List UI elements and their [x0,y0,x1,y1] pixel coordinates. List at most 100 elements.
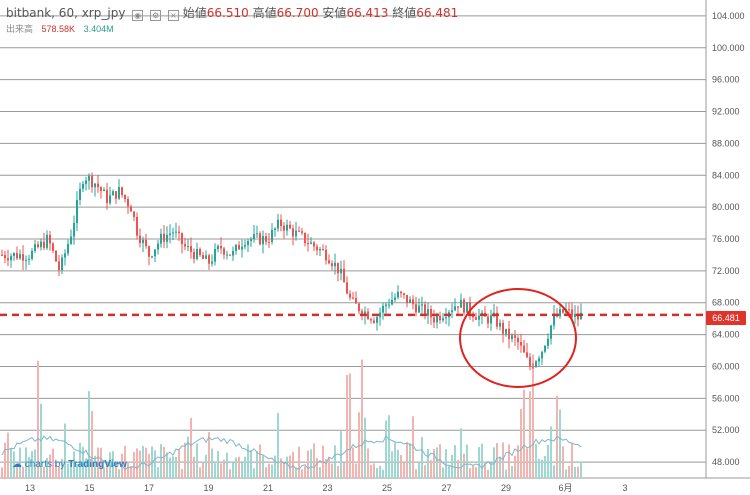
candle-body [34,244,36,251]
candle-body [175,231,177,233]
candle-body [274,228,276,230]
volume-bar [262,455,264,478]
volume-bar [382,469,384,478]
volume-bar [346,374,348,478]
candle-body [478,315,480,320]
volume-bar [34,449,36,478]
volume-bar [520,408,522,478]
candle-body [265,236,267,242]
candle-body [328,260,330,264]
volume-bar [163,446,165,478]
volume-bar [538,458,540,478]
candle-body [499,322,501,327]
candle-body [250,239,252,241]
candle-body [271,229,273,243]
volume-bar [217,451,219,478]
candle-body [130,206,132,212]
candle-body [205,255,207,259]
high-value: 66.700 [276,6,319,20]
volume-bar [421,437,423,478]
candle-body [127,199,129,207]
volume-bar [355,463,357,478]
volume-bar [577,466,579,478]
volume-bar [229,469,231,478]
volume-bar [244,456,246,478]
volume-bar [253,468,255,478]
volume-bar [571,442,573,478]
volume-bar [439,444,441,478]
candle-body [277,219,279,229]
time-tick-label: 27 [441,483,451,493]
volume-bar [352,447,354,478]
price-tick-label: 88.000 [712,138,740,148]
candle-body [199,248,201,255]
volume-bar [544,455,546,478]
candle-body [196,248,198,259]
high-label: 高値 [252,6,277,20]
eye-icon[interactable]: ◉ [132,10,144,21]
volume-bar [325,459,327,478]
volume-bar [475,467,477,478]
volume-bar [367,448,369,478]
volume-bar [214,463,216,478]
volume-bar [67,463,69,478]
tradingview-branding[interactable]: ☁ charts by TradingView [12,459,127,470]
volume-bar [31,451,33,478]
candle-body [73,222,75,237]
volume-bar [25,447,27,478]
candle-body [574,313,576,317]
volume-bar [559,409,561,478]
price-tick-label: 52.000 [712,425,740,435]
volume-bar [55,461,57,478]
candle-body [580,312,582,320]
candle-body [82,183,84,189]
volume-bar [238,456,240,478]
volume-bar [49,454,51,478]
candle-body [4,255,6,259]
candle-body [532,366,534,368]
candle-body [529,357,531,367]
candle-body [301,231,303,233]
price-tick-label: 64.000 [712,330,740,340]
volume-bar [517,445,519,478]
volume-bar [358,412,360,478]
volume-bar [241,462,243,478]
candle-body [109,195,111,204]
candle-body [157,243,159,250]
candle-body [268,241,270,243]
volume-bar [493,447,495,478]
volume-bar [196,443,198,478]
candle-body [355,298,357,304]
close-icon[interactable]: × [167,10,179,21]
candle-body [400,291,402,294]
candle-body [58,261,60,270]
volume-bar [76,463,78,478]
candle-body [388,304,390,306]
candle-body [577,313,579,320]
volume-bar [391,451,393,478]
volume-bar [502,442,504,478]
candle-body [490,315,492,324]
settings-icon[interactable]: ⚙ [150,10,162,21]
volume-bar [310,449,312,478]
candle-body [307,243,309,245]
volume-bar [256,450,258,478]
candle-body [208,255,210,264]
volume-bar [289,455,291,478]
time-tick-label: 15 [84,483,94,493]
candle-body [112,191,114,196]
volume-bar [112,451,114,478]
candle-body [418,305,420,313]
candle-body [508,328,510,339]
volume-bar [541,459,543,478]
candle-body [370,319,372,321]
volume-bar [580,461,582,478]
symbol-label[interactable]: bitbank, 60, xrp_jpy [6,6,126,20]
candle-body [367,311,369,320]
price-tick-label: 84.000 [712,170,740,180]
candle-body [19,254,21,259]
volume-bar [547,444,549,478]
candle-body [1,254,3,256]
